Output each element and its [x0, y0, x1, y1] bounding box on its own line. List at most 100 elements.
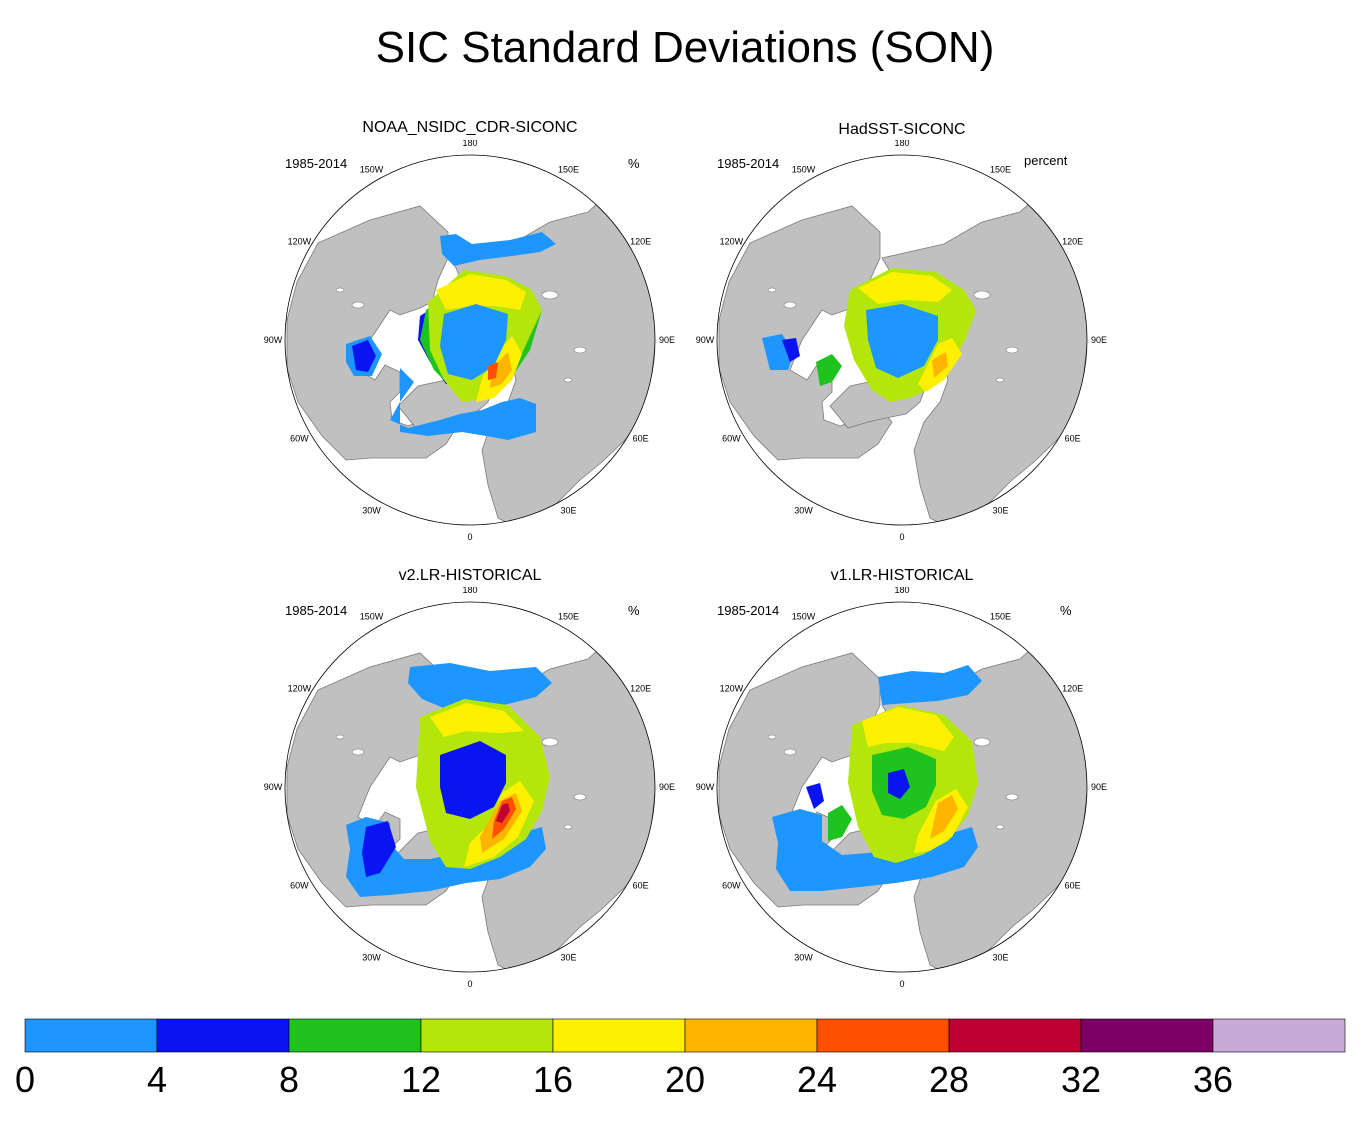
- sic-contour-1: [888, 769, 910, 799]
- sic-contour-0: [390, 368, 536, 440]
- colorbar-bin: [420, 1018, 554, 1053]
- sic-contour-2: [816, 354, 842, 386]
- figure-title: SIC Standard Deviations (SON): [375, 23, 995, 72]
- colorbar-bin: [288, 1018, 422, 1053]
- sic-contour-4: [436, 274, 526, 310]
- sic-contour-1: [806, 783, 824, 809]
- longitude-label: 150W: [792, 611, 816, 621]
- sic-contour-4: [858, 272, 952, 304]
- sic-contour-4: [430, 703, 524, 737]
- longitude-label: 30W: [362, 506, 381, 516]
- longitude-label: 90E: [659, 335, 675, 345]
- sic-contour-0: [866, 304, 938, 378]
- lake: [783, 301, 797, 309]
- longitude-label: 120E: [630, 237, 651, 247]
- longitude-label: 150W: [360, 164, 384, 174]
- panel-period: 1985-2014: [285, 156, 348, 171]
- longitude-label: 180: [462, 587, 477, 595]
- panel-title: NOAA_NSIDC_CDR-SICONC: [362, 119, 578, 136]
- sic-contour-0: [772, 809, 978, 891]
- colorbar-tick-label: 0: [15, 1059, 35, 1100]
- longitude-label: 90W: [696, 782, 715, 792]
- colorbar-bin: [156, 1018, 290, 1053]
- colorbar-tick-label: 28: [929, 1059, 969, 1100]
- colorbar-tick-label: 32: [1061, 1059, 1101, 1100]
- map-border: [716, 601, 1088, 973]
- sic-contour-0: [440, 232, 556, 266]
- sic-contour-2: [828, 805, 852, 841]
- longitude-label: 120W: [720, 237, 744, 247]
- longitude-label: 0: [899, 532, 904, 540]
- map-border: [284, 154, 656, 526]
- lake: [573, 346, 587, 354]
- polar-map: 180 150E 120E 90E 60E 30E 0 30W 60W 90W 120W 150W: [696, 587, 1107, 987]
- longitude-label: 0: [467, 532, 472, 540]
- colorbar-bin: [1080, 1018, 1214, 1053]
- lake: [767, 287, 777, 293]
- longitude-label: 90W: [264, 782, 283, 792]
- longitude-label: 30W: [362, 953, 381, 963]
- colorbar-tick-label: 36: [1193, 1059, 1233, 1100]
- longitude-label: 150E: [990, 611, 1011, 621]
- longitude-label: 180: [894, 140, 909, 148]
- colorbar-bin: [816, 1018, 950, 1053]
- panel-units: percent: [1024, 153, 1068, 168]
- lake: [995, 824, 1005, 830]
- panel-period: 1985-2014: [285, 603, 348, 618]
- lake: [563, 824, 573, 830]
- sic-contour-5: [932, 352, 948, 378]
- longitude-label: 150W: [792, 164, 816, 174]
- sic-contour-0: [408, 663, 552, 709]
- lake: [783, 748, 797, 756]
- sic-contour-0: [440, 304, 508, 380]
- lake: [541, 737, 559, 747]
- sic-contour-0: [878, 665, 982, 705]
- colorbar-tick-label: 24: [797, 1059, 837, 1100]
- longitude-label: 90W: [264, 335, 283, 345]
- sic-contour-7: [496, 803, 510, 823]
- map-border: [716, 154, 1088, 526]
- longitude-label: 90E: [1091, 335, 1107, 345]
- lake: [1005, 346, 1019, 354]
- sic-contour-1: [440, 741, 506, 819]
- colorbar-bin: [1212, 1018, 1346, 1053]
- colorbar-bin: [552, 1018, 686, 1053]
- colorbar-tick-label: 4: [147, 1059, 167, 1100]
- lake: [573, 793, 587, 801]
- longitude-label: 30W: [794, 506, 813, 516]
- panel-title: v1.LR-HISTORICAL: [830, 567, 974, 584]
- longitude-label: 180: [462, 140, 477, 148]
- lake: [973, 290, 991, 300]
- longitude-label: 90E: [659, 782, 675, 792]
- colorbar-tick-label: 12: [401, 1059, 441, 1100]
- longitude-label: 30E: [560, 506, 576, 516]
- lake: [1005, 793, 1019, 801]
- lake: [335, 287, 345, 293]
- longitude-label: 120W: [288, 237, 312, 247]
- sic-contour-4: [862, 707, 954, 751]
- lake: [351, 301, 365, 309]
- longitude-label: 180: [894, 587, 909, 595]
- polar-map: 180 150E 120E 90E 60E 30E 0 30W 60W 90W 120W 150W: [264, 140, 675, 540]
- longitude-label: 30W: [794, 953, 813, 963]
- panel-period: 1985-2014: [717, 603, 780, 618]
- colorbar-bin: [24, 1018, 158, 1053]
- panel-period: 1985-2014: [717, 156, 780, 171]
- lake: [767, 734, 777, 740]
- longitude-label: 120W: [720, 684, 744, 694]
- sic-contour-1: [352, 340, 376, 372]
- panel-title: HadSST-SICONC: [838, 121, 966, 138]
- longitude-label: 120E: [630, 684, 651, 694]
- sic-contour-5: [490, 352, 512, 388]
- colorbar-bin: [684, 1018, 818, 1053]
- lake: [563, 377, 573, 383]
- longitude-label: 0: [899, 979, 904, 987]
- longitude-label: 60W: [290, 434, 309, 444]
- polar-map: 180 150E 120E 90E 60E 30E 0 30W 60W 90W 120W 150W: [696, 140, 1107, 540]
- longitude-label: 120E: [1062, 237, 1083, 247]
- sic-contour-6: [488, 362, 498, 380]
- longitude-label: 60E: [633, 881, 649, 891]
- longitude-label: 30E: [992, 506, 1008, 516]
- longitude-label: 30E: [992, 953, 1008, 963]
- longitude-label: 60E: [1065, 434, 1081, 444]
